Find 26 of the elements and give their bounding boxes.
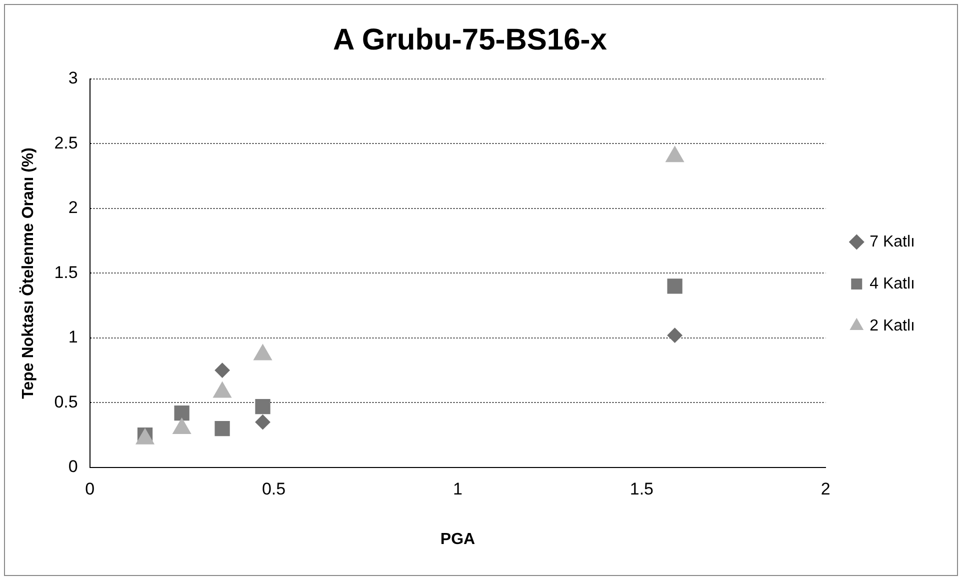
y-tick-label: 1.5 <box>54 262 78 282</box>
point <box>255 414 270 430</box>
y-tick-label: 2 <box>68 198 78 218</box>
legend-label: 7 Katlı <box>870 233 915 250</box>
y-tick-label: 3 <box>68 68 78 88</box>
legend-label: 4 Katlı <box>870 275 915 292</box>
point <box>174 405 190 421</box>
x-tick-label: 2 <box>820 479 830 498</box>
x-tick-label: 1 <box>453 479 462 498</box>
x-axis-title: PGA <box>440 530 476 548</box>
y-tick-label: 0.5 <box>54 392 78 412</box>
y-tick-label: 0 <box>68 457 78 476</box>
point <box>214 362 230 378</box>
chart-title: A Grubu-75-BS16-x <box>333 23 608 56</box>
x-tick-label: 0 <box>85 479 95 498</box>
x-tick-label: 0.5 <box>262 479 286 498</box>
y-tick-label: 1 <box>68 328 78 347</box>
point <box>255 398 270 414</box>
y-tick-label: 2.5 <box>54 133 78 152</box>
point <box>666 146 684 162</box>
x-tick-label: 1.5 <box>630 479 654 498</box>
legend-label: 2 Katlı <box>870 317 915 334</box>
point <box>214 420 230 436</box>
point <box>667 328 682 343</box>
point <box>667 278 682 294</box>
y-axis-title: Tepe Noktası Ötelenme Oranı (%) <box>19 148 38 399</box>
